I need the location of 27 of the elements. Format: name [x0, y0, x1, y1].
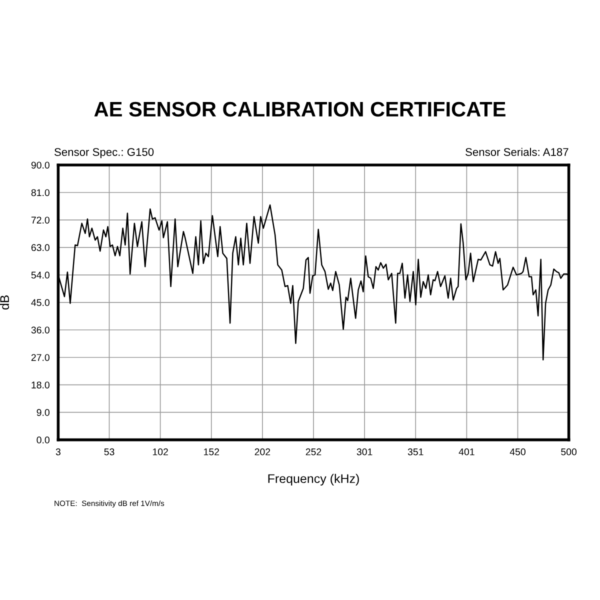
- x-tick-label: 252: [306, 448, 322, 456]
- x-tick-label: 500: [561, 448, 577, 456]
- x-tick-label: 450: [510, 448, 526, 456]
- x-tick-label: 102: [152, 448, 168, 456]
- y-tick-label: 36.0: [31, 326, 50, 334]
- y-tick-label: 0.0: [36, 436, 50, 444]
- x-tick-label: 351: [408, 448, 424, 456]
- y-tick-label: 90.0: [31, 162, 50, 169]
- y-tick-label: 9.0: [36, 409, 50, 416]
- y-tick-label: 45.0: [31, 299, 50, 306]
- y-tick-label: 18.0: [32, 382, 50, 388]
- x-tick-label: 301: [356, 448, 372, 456]
- text: Sensor Spec.: G150: [54, 148, 154, 158]
- y-tick-label: 27.0: [31, 354, 50, 361]
- chart-title: AE SENSOR CALIBRATION CERTIFICATE: [94, 102, 506, 117]
- y-tick-label: 63.0: [31, 244, 50, 252]
- y-axis-title: dB: [0, 295, 10, 310]
- x-tick-label: 202: [254, 448, 270, 456]
- x-tick-label: 152: [204, 448, 220, 456]
- x-axis-title: Frequency (kHz): [268, 474, 359, 486]
- x-tick-label: 3: [56, 448, 60, 456]
- text: Sensor Serials: A187: [466, 148, 568, 156]
- y-tick-label: 81.0: [31, 189, 50, 196]
- x-tick-label: 401: [458, 448, 474, 456]
- y-tick-label: 72.0: [31, 216, 50, 224]
- x-tick-label: 53: [104, 448, 114, 456]
- y-tick-label: 54.0: [31, 272, 50, 279]
